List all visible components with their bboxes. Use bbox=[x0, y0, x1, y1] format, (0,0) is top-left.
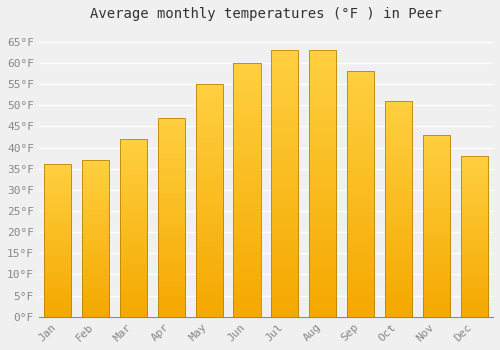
Bar bbox=[385, 101, 412, 317]
Bar bbox=[422, 135, 450, 317]
Bar bbox=[234, 63, 260, 317]
Bar bbox=[347, 71, 374, 317]
Bar bbox=[120, 139, 147, 317]
Bar bbox=[309, 50, 336, 317]
Bar bbox=[158, 118, 185, 317]
Bar bbox=[196, 84, 223, 317]
Bar bbox=[44, 164, 72, 317]
Title: Average monthly temperatures (°F ) in Peer: Average monthly temperatures (°F ) in Pe… bbox=[90, 7, 442, 21]
Bar bbox=[271, 50, 298, 317]
Bar bbox=[460, 156, 488, 317]
Bar bbox=[82, 160, 109, 317]
